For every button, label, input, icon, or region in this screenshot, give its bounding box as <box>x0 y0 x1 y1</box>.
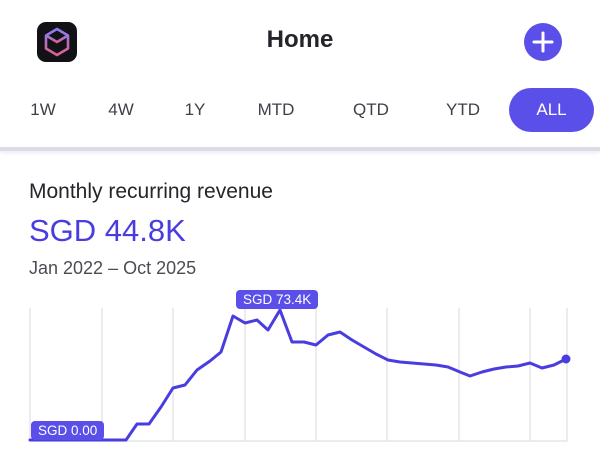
tab-4w[interactable]: 4W <box>108 100 134 119</box>
tab-ytd[interactable]: YTD <box>446 100 480 119</box>
tab-qtd[interactable]: QTD <box>353 100 389 119</box>
tab-mtd[interactable]: MTD <box>257 100 295 119</box>
chart-gridlines <box>29 308 568 442</box>
cube-logo-icon[interactable] <box>37 22 77 62</box>
page-title: Home <box>266 26 334 53</box>
metric-date-range: Jan 2022 – Oct 2025 <box>29 258 197 278</box>
latest-point-marker <box>561 354 571 364</box>
add-button[interactable] <box>524 23 562 61</box>
tab-1w[interactable]: 1W <box>30 100 56 119</box>
time-range-tabs: 1W 4W 1Y MTD QTD YTD ALL <box>0 88 600 132</box>
header: Home <box>0 0 600 82</box>
header-divider <box>0 147 600 151</box>
max-value-label: SGD 73.4K <box>236 290 319 309</box>
metric-label: Monthly recurring revenue <box>29 180 273 203</box>
tab-1y[interactable]: 1Y <box>184 100 206 119</box>
tab-all[interactable]: ALL <box>509 88 594 132</box>
mrr-line-chart[interactable] <box>0 285 600 460</box>
min-value-label: SGD 0.00 <box>31 421 105 440</box>
plus-icon <box>532 31 554 53</box>
mrr-series-line <box>28 308 568 442</box>
metric-value: SGD 44.8K <box>29 213 186 248</box>
